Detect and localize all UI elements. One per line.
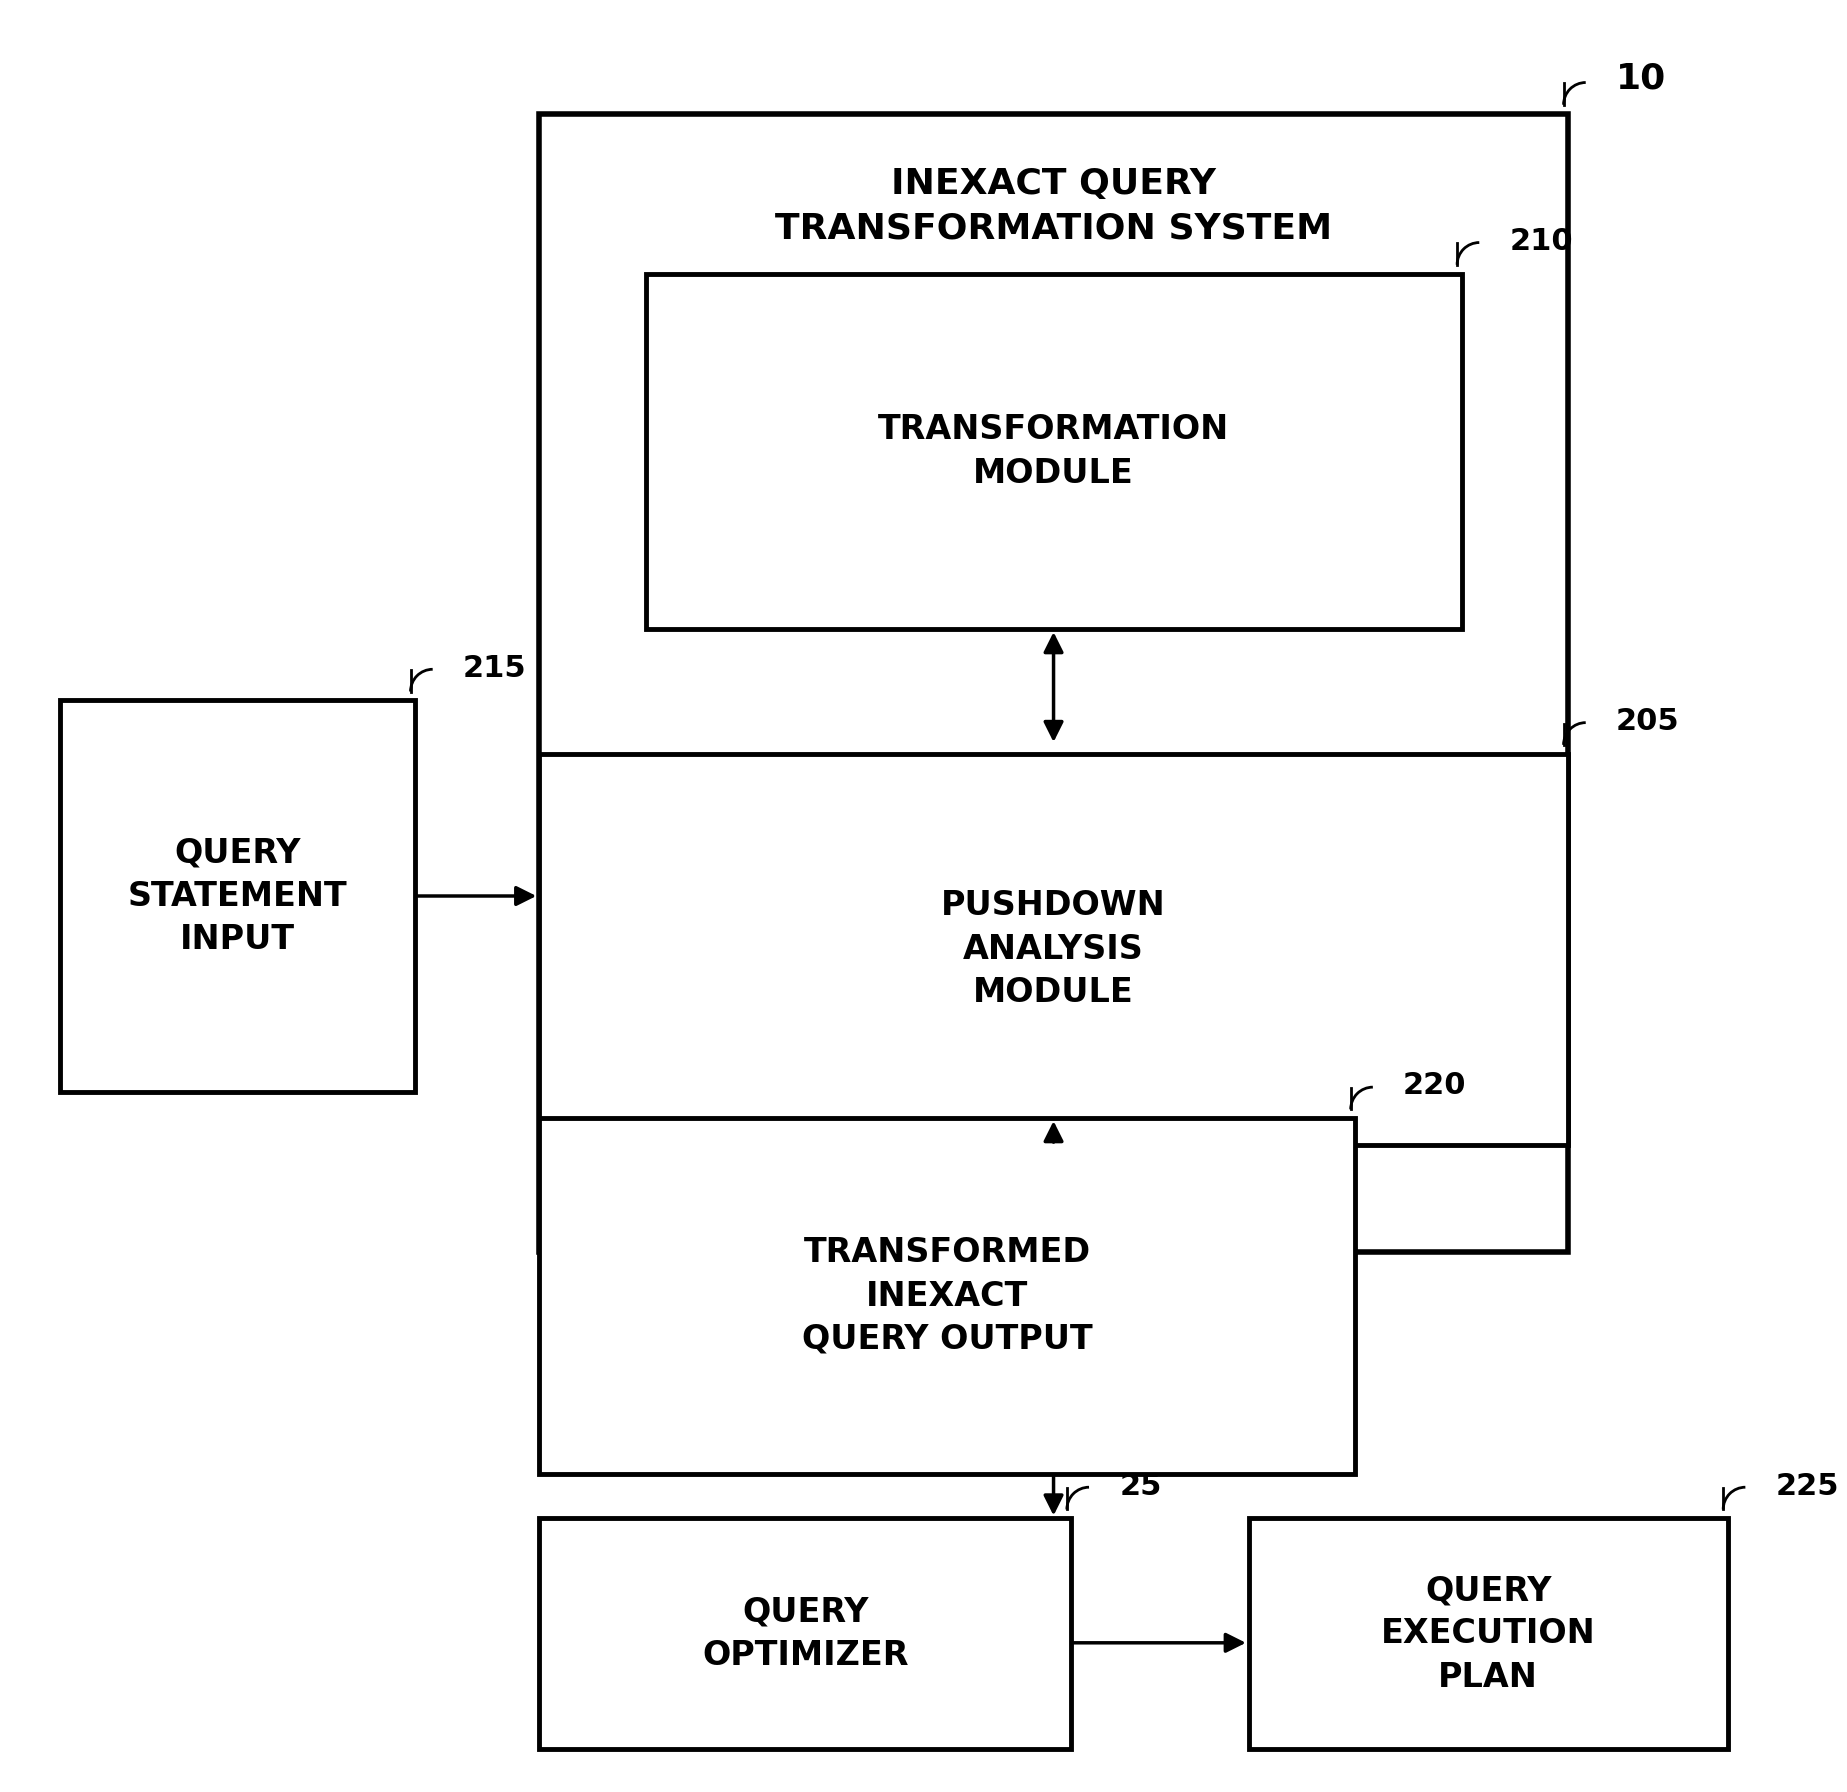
- Text: INEXACT QUERY
TRANSFORMATION SYSTEM: INEXACT QUERY TRANSFORMATION SYSTEM: [776, 167, 1332, 246]
- Text: QUERY
EXECUTION
PLAN: QUERY EXECUTION PLAN: [1382, 1573, 1596, 1693]
- FancyBboxPatch shape: [539, 754, 1568, 1145]
- Text: TRANSFORMATION
MODULE: TRANSFORMATION MODULE: [877, 414, 1228, 489]
- Text: 25: 25: [1119, 1471, 1162, 1500]
- Text: QUERY
OPTIMIZER: QUERY OPTIMIZER: [702, 1595, 909, 1672]
- Text: 210: 210: [1509, 228, 1574, 256]
- FancyBboxPatch shape: [1249, 1518, 1727, 1749]
- FancyBboxPatch shape: [539, 1118, 1356, 1473]
- Text: 215: 215: [464, 654, 526, 683]
- FancyBboxPatch shape: [646, 274, 1461, 629]
- FancyBboxPatch shape: [539, 1518, 1071, 1749]
- Text: 205: 205: [1616, 708, 1679, 737]
- FancyBboxPatch shape: [61, 701, 416, 1091]
- Text: 10: 10: [1616, 63, 1666, 95]
- Text: 220: 220: [1404, 1072, 1467, 1100]
- FancyBboxPatch shape: [539, 113, 1568, 1251]
- Text: TRANSFORMED
INEXACT
QUERY OUTPUT: TRANSFORMED INEXACT QUERY OUTPUT: [802, 1236, 1092, 1357]
- Text: QUERY
STATEMENT
INPUT: QUERY STATEMENT INPUT: [127, 837, 347, 955]
- Text: 225: 225: [1775, 1471, 1840, 1500]
- Text: PUSHDOWN
ANALYSIS
MODULE: PUSHDOWN ANALYSIS MODULE: [942, 889, 1165, 1009]
